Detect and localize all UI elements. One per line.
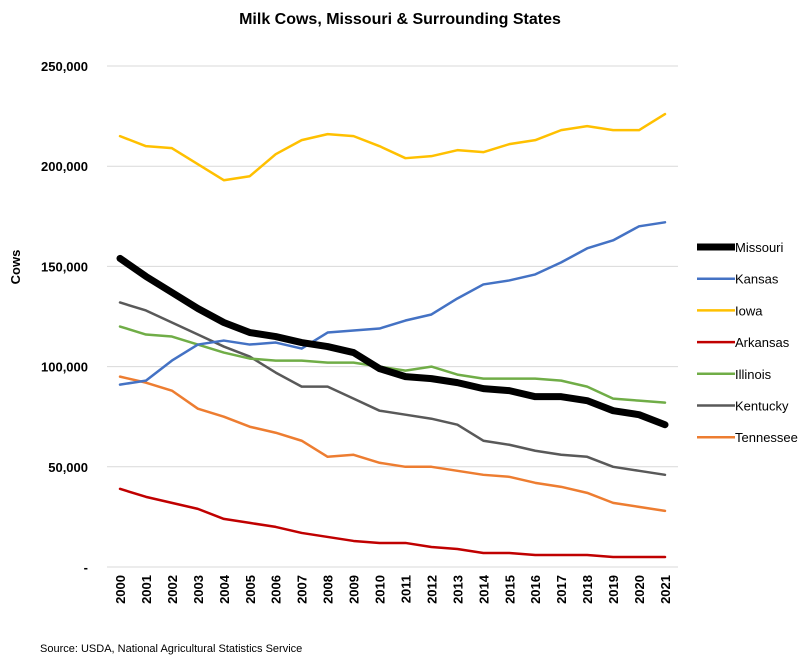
- series-line-kansas: [118, 221, 667, 386]
- legend-label-iowa: Iowa: [735, 303, 763, 318]
- x-tick-label: 2020: [632, 575, 647, 604]
- x-tick-label: 2017: [554, 575, 569, 604]
- y-tick-label: 200,000: [41, 159, 88, 174]
- source-note: Source: USDA, National Agricultural Stat…: [40, 643, 302, 655]
- x-tick-label: 2012: [424, 575, 439, 604]
- x-tick-label: 2021: [658, 575, 673, 604]
- series-line-tennessee: [118, 375, 667, 513]
- x-tick-label: 2011: [398, 575, 413, 603]
- legend-label-tennessee: Tennessee: [735, 430, 798, 445]
- chart-title: Milk Cows, Missouri & Surrounding States: [239, 11, 561, 28]
- y-tick-label: 100,000: [41, 360, 88, 375]
- series-line-illinois: [118, 325, 667, 404]
- x-tick-label: 2018: [580, 575, 595, 604]
- x-tick-label: 2010: [373, 575, 388, 604]
- x-tick-label: 2014: [476, 574, 491, 604]
- x-tick-label: 2000: [113, 575, 128, 604]
- series-line-missouri: [116, 254, 669, 429]
- x-tick-label: 2004: [217, 574, 232, 604]
- x-tick-label: 2008: [321, 575, 336, 604]
- series-line-arkansas: [118, 487, 667, 559]
- x-tick-label: 2005: [243, 575, 258, 604]
- x-tick-label: 2001: [139, 575, 154, 604]
- y-tick-label: 250,000: [41, 59, 88, 74]
- legend-label-kentucky: Kentucky: [735, 399, 789, 414]
- x-tick-label: 2002: [165, 575, 180, 604]
- legend-label-illinois: Illinois: [735, 367, 772, 382]
- x-tick-label: 2013: [450, 575, 465, 604]
- y-axis-label: Cows: [8, 250, 23, 285]
- y-tick-label: -: [84, 560, 88, 575]
- legend-label-missouri: Missouri: [735, 240, 784, 255]
- series-line-kentucky: [118, 301, 667, 477]
- x-tick-label: 2009: [347, 575, 362, 604]
- x-tick-label: 2003: [191, 575, 206, 604]
- x-tick-label: 2007: [295, 575, 310, 604]
- y-tick-label: 50,000: [48, 460, 88, 475]
- y-tick-label: 150,000: [41, 259, 88, 274]
- x-tick-label: 2016: [528, 575, 543, 604]
- x-tick-label: 2006: [269, 575, 284, 604]
- x-tick-label: 2019: [606, 575, 621, 604]
- legend-label-kansas: Kansas: [735, 272, 779, 287]
- series-line-iowa: [118, 112, 667, 182]
- legend-label-arkansas: Arkansas: [735, 335, 790, 350]
- x-tick-label: 2015: [502, 575, 517, 604]
